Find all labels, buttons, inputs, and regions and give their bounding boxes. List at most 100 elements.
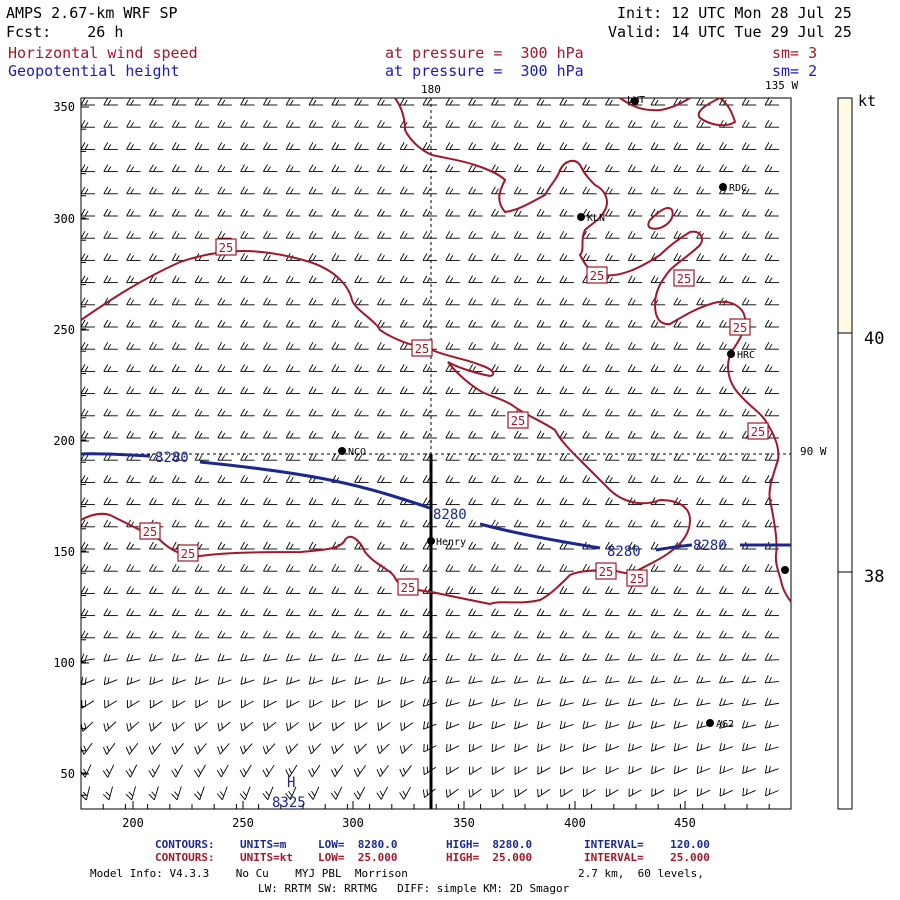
wind-barb [536, 608, 551, 617]
wind-barb [331, 653, 346, 662]
wind-barb [513, 230, 529, 239]
wind-barb [149, 297, 164, 306]
wind-barb [217, 653, 232, 662]
station-marker [781, 566, 789, 574]
wind-barb [262, 743, 276, 755]
wind-barb [149, 186, 164, 195]
wind-barb [240, 630, 255, 639]
wind-barb [194, 452, 209, 461]
wind-barb [194, 475, 209, 483]
wind-barb [764, 319, 779, 328]
wind-barb [308, 563, 323, 572]
wind-barb [240, 341, 255, 350]
wind-barb [285, 764, 298, 778]
wind-barb [331, 253, 346, 261]
wind-barb [262, 786, 274, 800]
wind-barb [354, 475, 369, 483]
wind-barb [627, 142, 643, 150]
wind-barb [399, 519, 415, 528]
wind-barb [217, 364, 232, 372]
wind-barb [331, 297, 346, 306]
wind-barb [217, 208, 232, 217]
wind-barb [468, 164, 483, 173]
wind-barb [354, 630, 369, 639]
wind-barb [285, 452, 301, 461]
wind-barb [764, 720, 779, 729]
wind-barb [491, 186, 506, 195]
wind-barb [240, 297, 255, 306]
wind-barb [719, 630, 734, 639]
wind-barb [217, 297, 232, 306]
wind-barb [354, 408, 369, 417]
wind-barb [172, 676, 186, 686]
model-info: Model Info: V4.3.3 No Cu MYJ PBL Morriso… [90, 867, 408, 880]
wind-barb [126, 608, 141, 617]
wind-barb [445, 408, 460, 417]
wind-barb [399, 408, 415, 417]
wind-barb [513, 675, 529, 684]
wind-barb [651, 765, 665, 775]
wind-barb [445, 97, 460, 106]
wind-barb [513, 653, 529, 661]
wind-barb [468, 408, 483, 417]
wind-barb [764, 519, 779, 528]
wind-barb [491, 119, 506, 128]
wind-barb [627, 253, 643, 261]
wind-barb [217, 408, 232, 417]
wind-barb [628, 743, 642, 752]
wind-barb [399, 743, 413, 754]
wind-barb [468, 208, 483, 217]
wind-barb [536, 519, 551, 528]
wind-barb [764, 142, 779, 150]
wind-barb [627, 608, 643, 617]
wind-barb [513, 364, 529, 372]
wind-barb [263, 699, 277, 709]
wind-barb [103, 430, 118, 439]
wind-barb [194, 563, 209, 572]
wind-barb [263, 586, 278, 594]
wind-barb [240, 676, 255, 685]
wind-barb [354, 653, 369, 662]
wind-barb [285, 541, 301, 550]
wind-barb [263, 119, 278, 128]
wind-barb [308, 297, 323, 306]
wind-barb [217, 541, 232, 550]
wind-barb [171, 408, 187, 417]
wind-barb [627, 653, 643, 661]
wind-barb [559, 297, 574, 306]
wind-barb [331, 142, 346, 150]
field1-level: at pressure = 300 hPa [385, 44, 584, 62]
wind-barb [171, 230, 187, 239]
wind-barb [741, 186, 757, 195]
wind-barb [513, 386, 529, 395]
wind-barb [536, 720, 551, 730]
wind-barb [217, 142, 232, 150]
wind-contour-label: 25 [729, 318, 751, 336]
wind-barb [422, 230, 437, 239]
wind-barb [218, 699, 232, 709]
wind-barb [240, 208, 255, 217]
wind-barb [217, 608, 232, 617]
wind-barb [491, 408, 506, 417]
wind-barb [263, 142, 278, 150]
wind-barb [354, 563, 369, 572]
wind-barb [399, 430, 415, 439]
wind-barb [468, 186, 483, 195]
wind-barb [605, 319, 620, 328]
wind-barb [673, 341, 688, 350]
wind-barb [194, 586, 209, 594]
wind-barb [126, 386, 141, 395]
wind-barb [764, 608, 779, 617]
wind-barb [240, 497, 255, 506]
wind-barb [377, 608, 392, 617]
wind-barb [445, 563, 460, 572]
wind-barb [696, 765, 711, 775]
wind-barb [126, 676, 141, 686]
wind-barb [513, 563, 529, 572]
wind-barb [696, 253, 711, 261]
wind-barb [445, 386, 460, 395]
wind-barb [605, 230, 620, 239]
colorbar-band [837, 97, 853, 334]
wind-barb [126, 497, 141, 506]
high-value: 8325 [272, 795, 306, 811]
